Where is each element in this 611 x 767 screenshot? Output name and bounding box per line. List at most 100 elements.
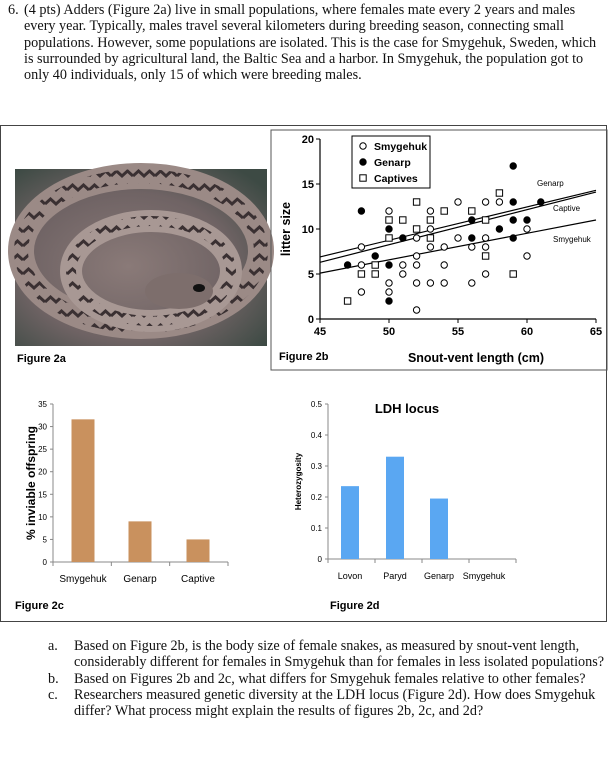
bar-paryd <box>386 456 404 559</box>
fig2a-label: Figure 2a <box>17 353 67 365</box>
point-smygehuk <box>426 207 435 215</box>
legend-label: Captives <box>374 173 418 185</box>
point-captives <box>371 261 379 269</box>
adder-photo <box>8 163 274 346</box>
fit-line-smygehuk <box>319 219 597 274</box>
point-smygehuk <box>440 279 448 287</box>
bar-lovon <box>341 486 359 559</box>
point-smygehuk <box>481 234 490 242</box>
point-smygehuk <box>412 234 421 242</box>
fig2d-bar-chart: 0 0.1 0.2 0.3 0.4 0.5 Lovon Paryd Genarp Smygehuk… <box>294 400 517 581</box>
fit-line-label: Captive <box>553 204 581 213</box>
point-smygehuk <box>412 306 421 314</box>
point-captives <box>426 234 435 242</box>
question-6: 6. (4 pts) Adders (Figure 2a) live in sm… <box>8 2 608 83</box>
point-genarp <box>357 207 366 215</box>
point-captives <box>481 252 490 260</box>
y-tick-label: 30 <box>38 423 47 432</box>
fig2c-label: Figure 2c <box>15 600 64 612</box>
point-captives <box>385 216 393 224</box>
subquestion-b: b. Based on Figures 2b and 2c, what diffe… <box>48 670 586 687</box>
bar-genarp <box>128 521 152 562</box>
point-genarp <box>385 225 393 233</box>
point-captives <box>426 216 435 224</box>
point-genarp <box>509 216 517 224</box>
point-smygehuk <box>412 261 421 269</box>
fig2c-bar-chart: 0 5 10 15 20 25 30 35 Smygehuk Genarp Captive % inv… <box>24 400 229 585</box>
x-tick-label: Captive <box>181 574 215 585</box>
legend-marker <box>359 174 367 182</box>
point-genarp <box>385 297 393 305</box>
point-smygehuk <box>481 270 490 278</box>
x-tick-label: Genarp <box>424 571 454 581</box>
y-axis-label: % inviable offspring <box>24 426 38 540</box>
y-tick-label: 5 <box>43 535 48 544</box>
subquestion-a: a. Based on Figure 2b, is the body size o… <box>48 638 605 671</box>
point-smygehuk <box>523 225 531 233</box>
y-tick-label: 0.2 <box>311 493 323 502</box>
legend-label: Smygehuk <box>374 141 427 153</box>
y-tick-label: 0.1 <box>311 524 323 533</box>
point-smygehuk <box>412 279 421 287</box>
x-tick-label: 50 <box>383 326 395 338</box>
y-tick-label: 0 <box>318 555 323 564</box>
legend-marker <box>359 158 367 166</box>
point-captives <box>481 216 490 224</box>
legend-label: Genarp <box>374 157 411 169</box>
point-smygehuk <box>495 198 504 206</box>
point-genarp <box>343 261 352 269</box>
point-genarp <box>509 234 517 242</box>
point-smygehuk <box>385 279 393 287</box>
point-smygehuk <box>454 198 462 206</box>
x-tick-label: Smygehuk <box>59 574 107 585</box>
y-tick-label: 35 <box>38 400 47 409</box>
y-tick-label: 20 <box>302 134 314 146</box>
x-tick-label: 65 <box>590 326 602 338</box>
point-genarp <box>537 198 545 206</box>
point-captives <box>399 216 407 224</box>
point-smygehuk <box>426 279 435 287</box>
fit-line-captive <box>319 191 597 263</box>
point-smygehuk <box>357 288 366 296</box>
point-smygehuk <box>385 207 393 215</box>
point-smygehuk <box>357 261 366 269</box>
y-tick-label: 0.4 <box>311 431 323 440</box>
y-tick-label: 0.5 <box>311 400 323 409</box>
fig2b-scatter: 45 50 55 60 65 0 5 10 15 20 Snout-vent length (cm)… <box>270 129 608 371</box>
point-smygehuk <box>440 261 448 269</box>
y-tick-label: 25 <box>38 445 47 454</box>
y-tick-label: 0 <box>43 558 48 567</box>
point-smygehuk <box>454 234 462 242</box>
x-tick-label: Lovon <box>338 571 363 581</box>
fig2d-label: Figure 2d <box>330 600 380 612</box>
x-tick-label: Smygehuk <box>463 571 506 581</box>
chart-title: LDH locus <box>375 401 439 416</box>
y-tick-label: 10 <box>302 224 314 236</box>
point-smygehuk <box>426 243 435 251</box>
point-smygehuk <box>426 225 435 233</box>
point-smygehuk <box>385 288 393 296</box>
figure-2-canvas: Figure 2a Figure 2b Figure 2c Figure 2d … <box>8 129 608 612</box>
point-smygehuk <box>481 243 490 251</box>
y-tick-label: 5 <box>308 269 314 281</box>
fig2b-label: Figure 2b <box>279 351 329 363</box>
point-genarp <box>371 252 379 260</box>
point-smygehuk <box>481 198 490 206</box>
x-tick-label: Paryd <box>383 571 407 581</box>
point-captives <box>385 234 393 242</box>
y-tick-label: 0.3 <box>311 462 323 471</box>
point-captives <box>357 270 366 278</box>
point-smygehuk <box>399 270 407 278</box>
fit-line-genarp <box>319 189 597 258</box>
point-smygehuk <box>523 252 531 260</box>
y-tick-label: 10 <box>38 513 47 522</box>
x-axis-label: Snout-vent length (cm) <box>408 351 544 365</box>
y-axis-label: Heterozygosity <box>294 452 303 510</box>
question-number: 6. <box>8 2 19 18</box>
point-captives <box>412 225 421 233</box>
y-tick-label: 15 <box>38 490 47 499</box>
point-smygehuk <box>440 243 448 251</box>
point-captives <box>495 189 504 197</box>
point-genarp <box>509 198 517 206</box>
point-genarp <box>399 234 407 242</box>
